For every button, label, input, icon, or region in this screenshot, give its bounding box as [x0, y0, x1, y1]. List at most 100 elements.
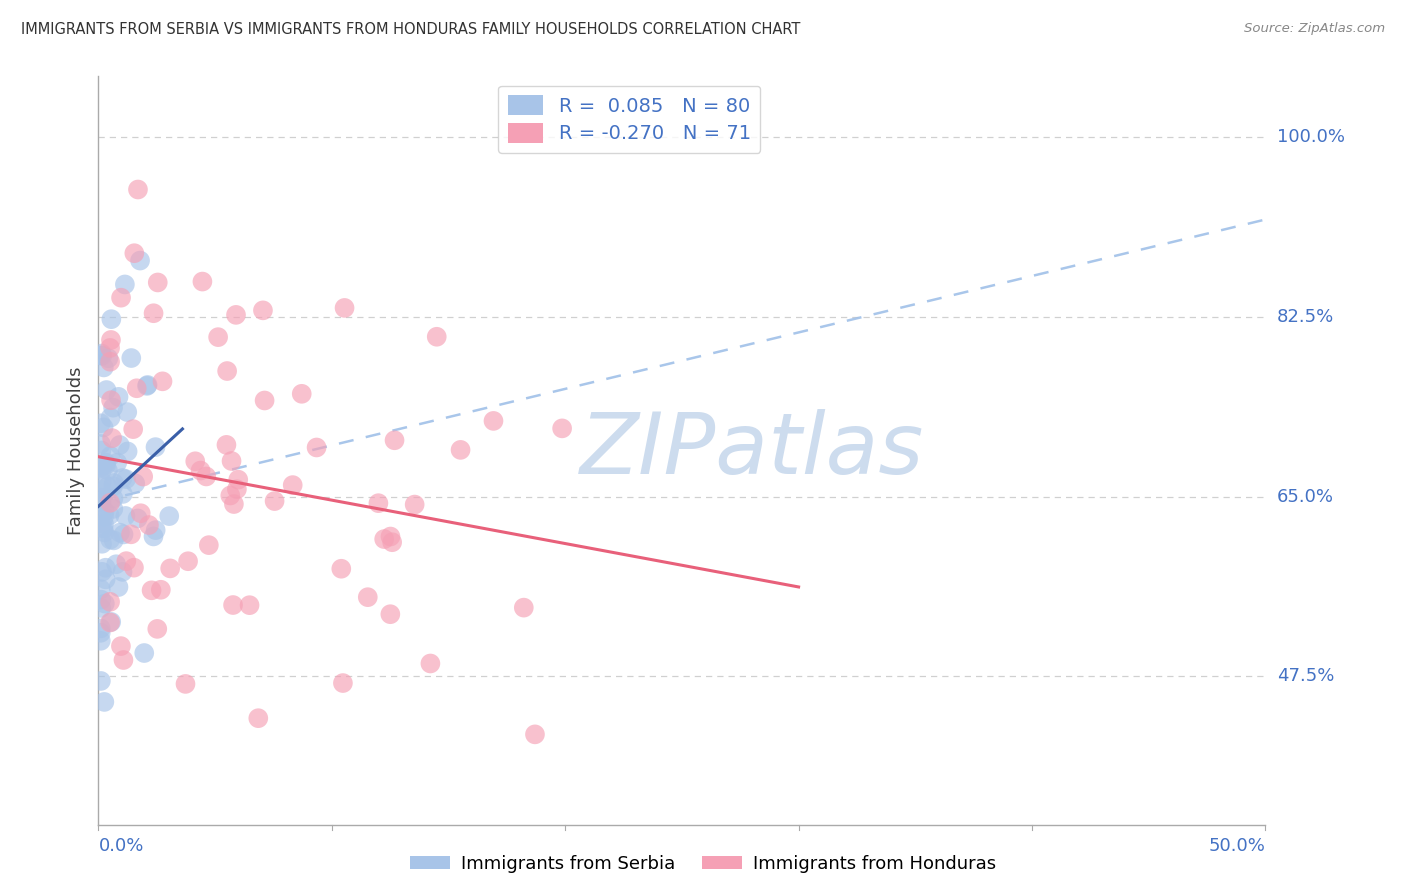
Point [90, 633, 112, 648]
Point [138, 518, 160, 533]
Point [207, 330, 229, 344]
Point [90, 482, 112, 496]
Point [551, 421, 574, 435]
Point [90, 601, 112, 615]
Point [333, 301, 356, 315]
Point [108, 525, 131, 540]
Point [146, 276, 169, 290]
Y-axis label: Family Households: Family Households [66, 367, 84, 534]
Point [142, 306, 165, 320]
Point [247, 711, 270, 725]
Point [96, 383, 118, 397]
Point [120, 351, 142, 365]
Point [132, 469, 155, 483]
Text: 50.0%: 50.0% [1209, 838, 1265, 855]
Point [94, 572, 117, 586]
Point [450, 442, 472, 457]
Point [98, 355, 121, 369]
Point [101, 431, 124, 445]
Point [105, 456, 128, 470]
Point [404, 498, 426, 512]
Point [90, 443, 112, 458]
Point [381, 535, 404, 549]
Point [141, 583, 163, 598]
Point [90, 582, 112, 597]
Point [252, 303, 274, 318]
Point [426, 330, 449, 344]
Point [91, 537, 114, 551]
Point [115, 472, 138, 486]
Point [91, 565, 114, 579]
Point [97, 351, 120, 366]
Point [91, 521, 114, 535]
Point [122, 560, 145, 574]
Point [120, 527, 142, 541]
Point [112, 527, 135, 541]
Point [142, 529, 165, 543]
Point [111, 471, 134, 485]
Point [103, 476, 125, 491]
Text: 47.5%: 47.5% [1277, 667, 1334, 685]
Point [94, 456, 117, 470]
Point [110, 639, 132, 653]
Text: 82.5%: 82.5% [1277, 308, 1334, 326]
Point [219, 489, 242, 503]
Point [136, 378, 159, 392]
Point [419, 657, 441, 671]
Point [90, 494, 112, 508]
Point [107, 580, 129, 594]
Point [191, 275, 214, 289]
Point [122, 422, 145, 436]
Point [103, 479, 125, 493]
Point [330, 562, 353, 576]
Point [90, 460, 112, 475]
Text: IMMIGRANTS FROM SERBIA VS IMMIGRANTS FROM HONDURAS FAMILY HOUSEHOLDS CORRELATION: IMMIGRANTS FROM SERBIA VS IMMIGRANTS FRO… [21, 22, 800, 37]
Point [90, 491, 112, 505]
Point [114, 277, 136, 292]
Point [98, 508, 121, 523]
Point [367, 496, 389, 510]
Point [101, 401, 124, 415]
Point [159, 561, 181, 575]
Point [98, 341, 121, 355]
Point [523, 727, 546, 741]
Point [100, 312, 122, 326]
Point [222, 497, 245, 511]
Point [93, 504, 115, 518]
Point [124, 476, 146, 491]
Point [100, 410, 122, 425]
Point [238, 598, 260, 612]
Point [105, 558, 128, 572]
Point [380, 529, 402, 543]
Point [115, 554, 138, 568]
Point [97, 480, 120, 494]
Point [190, 464, 212, 478]
Point [90, 621, 112, 635]
Point [107, 390, 129, 404]
Point [103, 491, 125, 506]
Point [93, 420, 115, 434]
Point [281, 478, 304, 492]
Point [291, 386, 314, 401]
Point [100, 615, 122, 629]
Point [134, 646, 156, 660]
Point [221, 454, 243, 468]
Point [152, 374, 174, 388]
Point [225, 308, 247, 322]
Point [90, 592, 112, 607]
Point [100, 393, 122, 408]
Legend: Immigrants from Serbia, Immigrants from Honduras: Immigrants from Serbia, Immigrants from … [405, 850, 1001, 879]
Point [225, 482, 247, 496]
Point [198, 538, 221, 552]
Point [513, 600, 536, 615]
Point [90, 417, 112, 431]
Point [97, 463, 120, 477]
Point [103, 502, 125, 516]
Point [305, 441, 328, 455]
Point [384, 434, 406, 448]
Point [93, 525, 115, 540]
Point [90, 494, 112, 508]
Point [146, 622, 169, 636]
Point [111, 565, 134, 579]
Point [91, 463, 114, 477]
